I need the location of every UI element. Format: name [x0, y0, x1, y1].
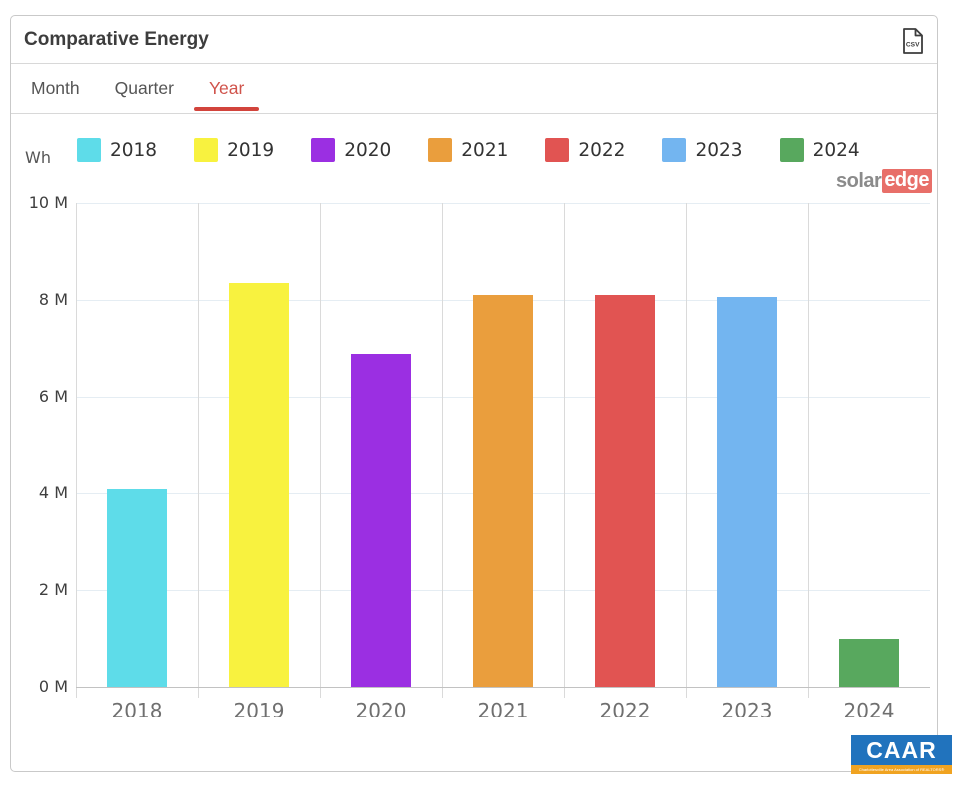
x-axis-tick-label: 2024	[843, 701, 895, 717]
x-axis-tick-label: 2019	[233, 701, 285, 717]
legend-label: 2018	[110, 139, 158, 161]
legend-item-2018[interactable]: 2018	[77, 138, 157, 162]
gridline-vertical	[808, 203, 809, 698]
bar-2020[interactable]	[351, 354, 411, 687]
legend-item-2021[interactable]: 2021	[428, 138, 508, 162]
x-axis-tick-label: 2018	[111, 701, 163, 717]
legend-swatch	[662, 138, 687, 162]
gridline-vertical	[442, 203, 443, 698]
legend-label: 2023	[695, 139, 743, 161]
legend-item-2022[interactable]: 2022	[545, 138, 625, 162]
x-axis-tick-label: 2020	[355, 701, 407, 717]
x-axis-line	[76, 687, 930, 688]
y-axis-tick-label: 4 M	[38, 483, 68, 503]
y-axis-tick-label: 8 M	[38, 289, 68, 309]
x-axis-tick-label: 2021	[477, 701, 529, 717]
legend-item-2019[interactable]: 2019	[194, 138, 274, 162]
bar-2023[interactable]	[717, 297, 777, 687]
legend-swatch	[194, 138, 219, 162]
tab-month[interactable]: Month	[31, 78, 80, 98]
plot-area: 0 M 2 M 4 M 6 M 8 M 10 M 2018 2019 2020 2021 2022 2…	[29, 193, 930, 717]
legend-label: 2022	[578, 139, 626, 161]
tab-year[interactable]: Year	[193, 64, 260, 113]
bar-2022[interactable]	[595, 295, 655, 687]
x-axis-tick-label: 2023	[721, 701, 773, 717]
card-header: Comparative Energy CSV	[11, 16, 937, 64]
solaredge-logo-edge: edge	[882, 169, 932, 193]
legend-item-2023[interactable]: 2023	[662, 138, 743, 162]
gridline-vertical	[564, 203, 565, 698]
bar-2021[interactable]	[473, 295, 533, 687]
x-axis-tick-label: 2022	[599, 701, 651, 717]
legend-label: 2019	[227, 139, 275, 161]
solaredge-logo-solar: solar	[836, 169, 882, 192]
tab-quarter[interactable]: Quarter	[114, 78, 174, 98]
legend-swatch	[311, 138, 336, 162]
caar-logo: CAAR Charlottesville Area Association of…	[851, 735, 952, 774]
gridline-vertical	[686, 203, 687, 698]
chart-legend: 2018 2019 2020 2021 2022 2023 2024	[77, 138, 897, 162]
card-title: Comparative Energy	[24, 29, 209, 50]
caar-logo-text: CAAR	[851, 735, 952, 765]
bar-2024[interactable]	[839, 639, 899, 687]
gridline-horizontal	[76, 203, 930, 204]
y-axis-tick-label: 10 M	[28, 193, 68, 212]
y-axis-tick-label: 6 M	[38, 386, 68, 406]
bar-2019[interactable]	[229, 283, 289, 687]
bar-2018[interactable]	[107, 489, 167, 687]
csv-file-icon: CSV	[903, 28, 923, 54]
legend-item-2024[interactable]: 2024	[779, 138, 860, 162]
caar-logo-subtext: Charlottesville Area Association of REAL…	[851, 765, 952, 774]
legend-item-2020[interactable]: 2020	[311, 138, 391, 162]
y-axis-unit-label: Wh	[25, 148, 51, 167]
solaredge-logo: solar edge	[836, 169, 932, 193]
gridline-vertical	[198, 203, 199, 698]
gridline-vertical	[320, 203, 321, 698]
y-axis-line	[76, 203, 77, 698]
legend-swatch	[545, 138, 570, 162]
svg-text:CSV: CSV	[906, 42, 920, 49]
interval-tabs: Month Quarter Year	[11, 64, 937, 114]
csv-export-button[interactable]: CSV	[901, 27, 925, 55]
legend-label: 2020	[344, 139, 392, 161]
y-axis-tick-label: 2 M	[38, 580, 68, 600]
legend-label: 2024	[812, 139, 860, 161]
legend-swatch	[779, 138, 804, 162]
legend-swatch	[77, 138, 101, 162]
legend-swatch	[428, 138, 453, 162]
legend-label: 2021	[461, 139, 509, 161]
y-axis-tick-label: 0 M	[38, 677, 68, 696]
